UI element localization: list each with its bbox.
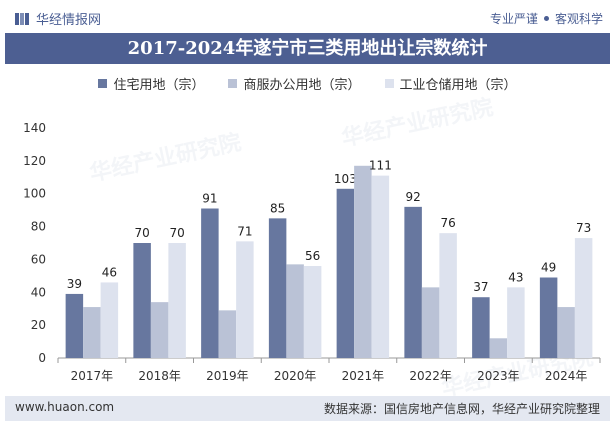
bar-2-4 <box>371 175 390 358</box>
x-tick-label: 2022年 <box>409 369 452 383</box>
bar-2-2 <box>236 241 254 358</box>
y-tick-label: 20 <box>31 318 46 332</box>
x-tick-label: 2019年 <box>206 369 249 383</box>
data-label: 43 <box>508 270 523 284</box>
data-label: 85 <box>270 201 285 215</box>
bar-1-2 <box>218 310 237 358</box>
bar-0-4 <box>336 188 355 358</box>
legend-swatch-commercial <box>228 78 238 88</box>
y-tick-label: 0 <box>38 351 46 365</box>
bar-0-2 <box>201 208 219 358</box>
x-tick-label: 2023年 <box>477 369 520 383</box>
y-tick-label: 100 <box>23 187 46 201</box>
bar-2-3 <box>303 266 322 358</box>
y-tick-label: 80 <box>31 220 46 234</box>
bar-0-3 <box>268 218 287 358</box>
y-tick-label: 40 <box>31 285 46 299</box>
bar-0-6 <box>472 297 490 358</box>
footer-bar: www.huaon.com 数据来源：国信房地产信息网，华经产业研究院整理 <box>5 396 610 421</box>
bar-0-0 <box>65 293 84 358</box>
bar-1-0 <box>83 307 101 358</box>
bar-1-6 <box>489 338 508 358</box>
slogan-dot-icon <box>543 16 549 21</box>
brand-name: 华经情报网 <box>36 13 102 28</box>
bar-0-1 <box>133 243 151 358</box>
x-tick-label: 2020年 <box>274 369 317 383</box>
bar-1-5 <box>421 287 440 358</box>
bar-2-0 <box>100 282 119 358</box>
data-label: 111 <box>369 159 392 173</box>
footer-website-link[interactable]: www.huaon.com <box>15 400 115 414</box>
data-label: 71 <box>237 224 252 238</box>
bar-1-7 <box>557 307 575 358</box>
legend-label-industrial: 工业仓储用地（宗） <box>399 77 517 93</box>
title-bar: 2017-2024年遂宁市三类用地出让宗数统计 <box>5 33 610 64</box>
data-label: 73 <box>576 221 591 235</box>
slogan: 专业严谨 客观科学 <box>490 10 603 27</box>
bar-1-4 <box>354 165 372 358</box>
bar-1-3 <box>286 264 304 358</box>
slogan-left: 专业严谨 <box>489 12 538 26</box>
bar-2-1 <box>168 243 186 358</box>
x-tick-label: 2017年 <box>71 369 114 383</box>
bar-2-6 <box>507 287 525 358</box>
data-label: 37 <box>473 280 488 294</box>
data-label: 70 <box>134 226 149 240</box>
slogan-right: 客观科学 <box>554 12 603 26</box>
legend-item-commercial: 商服办公用地（宗） <box>228 73 361 93</box>
chart-legend: 住宅用地（宗） 商服办公用地（宗） 工业仓储用地（宗） <box>0 73 615 93</box>
legend-label-residential: 住宅用地（宗） <box>113 77 205 93</box>
x-tick-label: 2024年 <box>545 369 588 383</box>
y-tick-label: 140 <box>23 121 46 135</box>
legend-swatch-industrial <box>384 78 394 88</box>
brand-logo[interactable]: 华经情报网 <box>14 9 101 28</box>
y-tick-label: 120 <box>23 154 46 168</box>
legend-label-commercial: 商服办公用地（宗） <box>243 77 361 93</box>
bar-2-7 <box>574 238 593 358</box>
data-label: 46 <box>102 265 117 279</box>
legend-item-residential: 住宅用地（宗） <box>98 73 204 93</box>
top-bar: 华经情报网 专业严谨 客观科学 <box>0 0 615 34</box>
footer-source: 数据来源：国信房地产信息网，华经产业研究院整理 <box>323 402 600 416</box>
data-label: 49 <box>541 261 556 275</box>
chart-title: 2017-2024年遂宁市三类用地出让宗数统计 <box>127 38 488 59</box>
data-label: 103 <box>334 172 357 186</box>
legend-swatch-residential <box>98 78 108 88</box>
data-label: 70 <box>169 226 184 240</box>
data-label: 91 <box>202 192 217 206</box>
bar-0-5 <box>404 206 422 358</box>
x-tick-label: 2021年 <box>342 369 385 383</box>
data-label: 76 <box>440 216 455 230</box>
data-label: 92 <box>405 190 420 204</box>
bar-0-7 <box>539 277 558 358</box>
bar-1-1 <box>150 302 169 358</box>
data-label: 56 <box>305 249 320 263</box>
logo-icon <box>15 12 29 25</box>
data-label: 39 <box>67 277 82 291</box>
x-tick-label: 2018年 <box>138 369 181 383</box>
legend-item-industrial: 工业仓储用地（宗） <box>384 73 517 93</box>
y-tick-label: 60 <box>31 252 46 266</box>
bar-2-5 <box>439 233 457 358</box>
